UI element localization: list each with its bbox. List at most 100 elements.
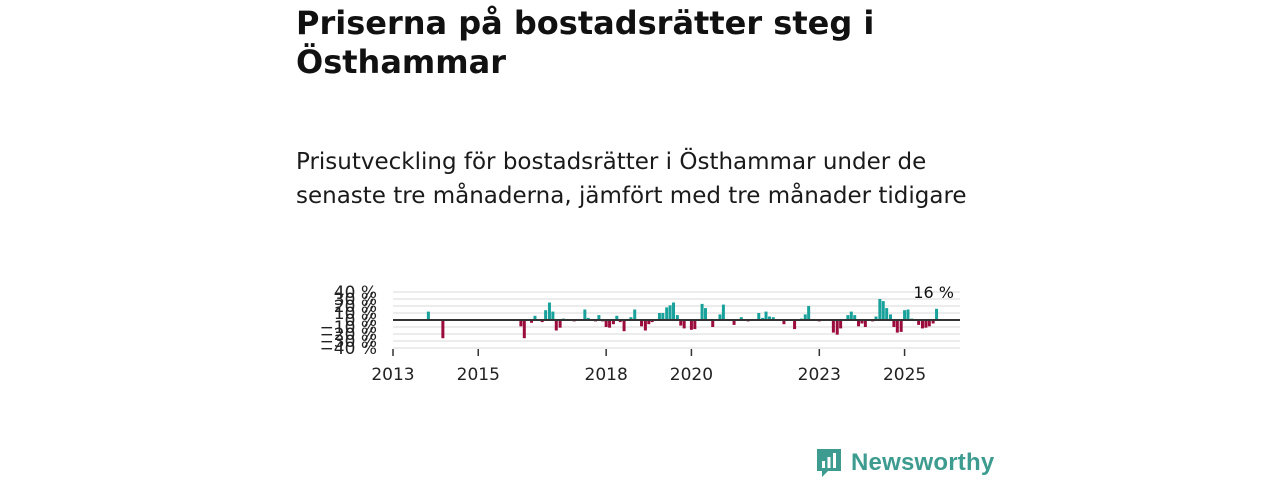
x-axis: 2013 2015 2018 2020 2023 2025: [371, 349, 926, 385]
bar: [611, 320, 615, 325]
bar: [764, 311, 768, 320]
bar: [878, 299, 882, 320]
bar: [703, 308, 707, 320]
chart-title: Priserna på bostadsrätter steg i Östhamm…: [296, 4, 875, 81]
bar: [693, 320, 697, 330]
bar: [732, 320, 736, 325]
bar: [665, 307, 669, 320]
bar: [807, 306, 811, 320]
last-value-annotation: 16 %: [913, 283, 954, 302]
bar: [839, 320, 843, 329]
bar: [846, 315, 850, 320]
bar: [689, 320, 693, 330]
bar: [793, 320, 797, 330]
x-tick-label: 2015: [457, 365, 500, 385]
bar: [558, 320, 562, 328]
bar: [771, 317, 775, 320]
bar: [853, 315, 857, 320]
bar: [899, 320, 903, 332]
bar: [583, 309, 587, 320]
bar: [643, 320, 647, 331]
bar: [547, 302, 551, 320]
y-tick-label: 10 %: [334, 304, 377, 324]
newsworthy-logo-text: Newsworthy: [851, 449, 995, 476]
bar: [672, 302, 676, 320]
bar-series: [426, 299, 939, 339]
y-tick-label: −20 %: [320, 325, 377, 345]
bar: [604, 320, 608, 327]
bar: [522, 320, 526, 339]
x-tick-label: 2020: [670, 365, 713, 385]
bar: [835, 320, 839, 335]
y-tick-label: −30 %: [320, 332, 377, 352]
bar: [650, 320, 654, 323]
bar: [533, 315, 537, 320]
bar: [597, 315, 601, 320]
bar: [640, 320, 644, 327]
newsworthy-logo: Newsworthy: [815, 446, 994, 480]
bar: [924, 320, 928, 328]
bar: [927, 320, 931, 327]
bar: [860, 320, 864, 324]
bar: [721, 304, 725, 320]
bar: [679, 320, 683, 326]
bar: [530, 320, 534, 323]
y-tick-label: −10 %: [320, 318, 377, 338]
bar: [618, 320, 622, 323]
bar: [675, 315, 679, 320]
bar: [608, 320, 612, 328]
bar: [931, 320, 935, 324]
bar: [668, 305, 672, 320]
newsworthy-logo-icon: [817, 449, 841, 477]
y-tick-label: 0 %: [345, 311, 377, 331]
bar: [935, 308, 939, 320]
x-tick-label: 2023: [798, 365, 841, 385]
bar: [657, 313, 661, 320]
x-tick-label: 2013: [371, 365, 414, 385]
bar: [917, 320, 921, 325]
bar: [739, 317, 743, 320]
bar: [863, 320, 867, 327]
bar: [767, 316, 771, 320]
bar: [718, 314, 722, 320]
bar: [881, 301, 885, 320]
bar: [889, 314, 893, 320]
bar: [892, 320, 896, 327]
bar: [711, 320, 715, 327]
bar: [874, 316, 878, 320]
bar: [857, 320, 861, 327]
bar: [920, 320, 924, 329]
bar: [895, 320, 899, 333]
bar: [551, 311, 555, 320]
bar: [441, 320, 445, 339]
bar: [831, 320, 835, 333]
bar: [906, 309, 910, 320]
bar: [761, 317, 765, 320]
grid-lines: [393, 291, 960, 349]
bar: [629, 317, 633, 320]
bar-chart: 40 %30 %20 %10 %0 %−10 %−20 %−30 %−40 % …: [320, 283, 960, 385]
y-tick-label: 30 %: [334, 290, 377, 310]
chart-subtitle: Prisutveckling för bostadsrätter i Östha…: [296, 149, 967, 209]
bar: [803, 314, 807, 320]
bar: [849, 311, 853, 320]
bar: [700, 303, 704, 320]
bar: [544, 310, 548, 320]
bar: [682, 320, 686, 329]
bar: [540, 320, 544, 323]
y-tick-label: 40 %: [334, 283, 377, 303]
bar: [757, 313, 761, 320]
bar: [885, 308, 889, 320]
bar: [519, 320, 523, 327]
bar: [615, 315, 619, 320]
bar: [554, 320, 558, 331]
bar: [586, 317, 590, 320]
y-tick-label: −40 %: [320, 339, 377, 359]
y-axis: 40 %30 %20 %10 %0 %−10 %−20 %−30 %−40 %: [320, 283, 377, 359]
bar: [903, 310, 907, 320]
x-tick-label: 2018: [585, 365, 628, 385]
bar: [647, 320, 651, 325]
bar: [622, 320, 626, 332]
bar: [782, 320, 786, 325]
x-tick-label: 2025: [883, 365, 926, 385]
